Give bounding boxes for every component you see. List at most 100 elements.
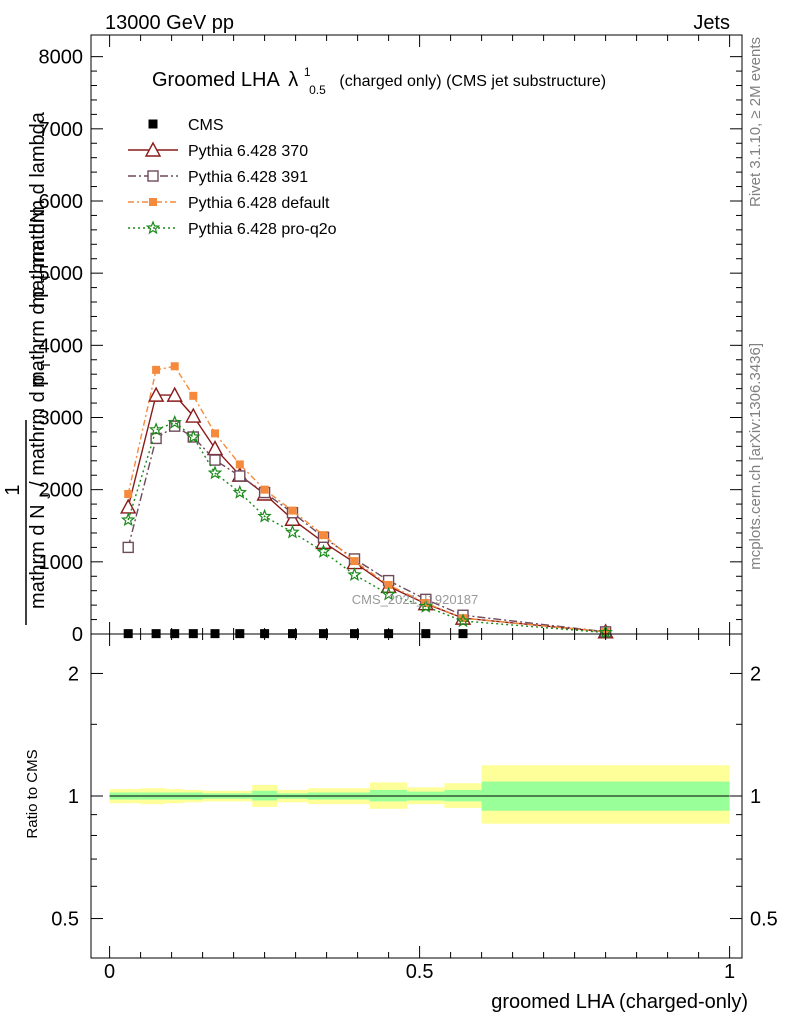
ylabel-bottom2: / mathrm d p [27,375,49,487]
mcdefault-point [350,557,359,566]
mc391-point [122,541,134,554]
title-sup: 1 [304,65,311,79]
plot-title: Groomed LHA λ 1 0.5 (charged only) (CMS … [152,59,606,99]
mcq2o-point [145,220,161,235]
legend: CMS Pythia 6.428 370 Pythia 6.428 391 Pythi… [128,117,337,238]
mcq2o-point [381,586,396,601]
series-pythia-6-428-pro-q2o [120,414,613,639]
mcq2o-point [257,508,272,523]
x-tick-label: 0.5 [406,961,434,983]
mcdefault-point [170,362,179,371]
mc391-point [209,454,221,466]
watermark: CMS_2021_I1920187 [352,592,479,607]
mc391-point [147,170,159,182]
legend-label: Pythia 6.428 391 [188,169,308,186]
x-tick-label: 1 [724,961,735,983]
ratio-y-tick-label-right: 2 [750,663,761,685]
ratio-x-axis: 0 0.5 1 [104,634,735,983]
ratio-y-tick-label: 2 [68,663,79,685]
legend-label: Pythia 6.428 default [188,195,330,212]
rivet-label: Rivet 3.1.10, ≥ 2M events [747,37,764,207]
mcq2o-point [285,524,300,539]
main-plot-layer [120,362,614,639]
mcq2o-point [316,544,331,558]
mcq2o-point [347,567,362,582]
header-left: 13000 GeV pp [105,12,234,34]
y-tick-label: 7000 [39,119,84,141]
mcq2o-point [167,414,182,429]
ylabel-mid2: mathrm d lambda [27,111,49,267]
legend-label: Pythia 6.428 370 [188,143,308,160]
y-tick-label: 1000 [39,552,84,574]
x-axis-label: groomed LHA (charged-only) [491,991,748,1013]
ylabel-bottom2-sub: T [38,361,53,369]
ylabel-bottom-sub: J [38,492,53,499]
title-main: Groomed LHA [152,69,280,91]
legend-label: Pythia 6.428 pro-q2o [188,221,337,238]
ylabel-bottom: mathrm d N J / mathrm d p T [27,361,55,609]
cms-data-point [148,119,158,129]
mc370-point [166,386,183,402]
ratio-y-tick-label: 0.5 [51,909,79,931]
y-tick-label: 4000 [39,335,84,357]
mcq2o-point [148,422,164,436]
y-tick-label: 6000 [39,191,84,213]
series-line [127,425,606,633]
ylabel-bottom-text: mathrm d N [27,504,49,608]
mcq2o-point [418,598,434,613]
y-tick-label: 2000 [39,480,84,502]
mcdefault-point [189,391,198,400]
title-lambda: λ [288,69,298,91]
mcdefault-point [152,365,161,374]
mcq2o-point [455,613,471,628]
ylabel-mid-text: mathrm d p [27,287,49,388]
mcq2o-point [232,484,248,499]
header-right: Jets [693,12,730,34]
mcdefault-point [211,429,219,438]
mcdefault-point [319,531,328,540]
ratio-plot-layer [109,765,730,824]
mcdefault-point [260,485,269,494]
mcq2o-point [207,465,223,480]
mcdefault-point [124,489,133,498]
main-x-axis-ticks [109,35,731,634]
main-panel: 0 1000 2000 3000 4000 5000 6000 7000 8000 CMS_20… [39,34,743,646]
mc370-point [185,407,202,423]
mcdefault-point [459,614,467,623]
ylabel-mid-sub: T [38,273,53,281]
mc391-point [234,470,246,482]
mc370-point [144,141,162,157]
mc370-point [206,440,224,456]
ratio-y-tick-label-right: 0.5 [750,909,778,931]
mcplots-label: mcplots.cern.ch [arXiv:1306.3436] [747,343,764,570]
mcdefault-point [235,460,244,469]
ratio-y-tick-label: 1 [68,786,79,808]
y-tick-label: 5000 [39,263,84,285]
title-rest: (charged only) (CMS jet substructure) [339,73,606,90]
mcdefault-point [149,198,157,206]
series-line [127,365,606,633]
ylabel-top: mathrm dN [27,209,49,308]
y-tick-label: 3000 [39,407,84,429]
mc370-point [147,386,165,402]
legend-label: CMS [188,117,224,134]
ratio-y-axis: 0.5 0.5 1 1 2 2 [51,663,778,930]
mc391-point [150,432,162,445]
mcdefault-point [288,506,297,515]
y-tick-label: 0 [72,624,83,646]
ratio-y-tick-label-right: 1 [750,786,761,808]
x-tick-label: 0 [104,961,115,983]
title-sub: 0.5 [309,83,326,97]
mc370-point [120,498,137,514]
ratio-panel: 0.5 0.51 12 2 0 0.5 1 Ratio to CMS groomed LH… [24,633,778,1013]
mcdefault-point [421,598,430,607]
ylabel-one: 1 [2,484,24,495]
ylabel-mid: mathrm d p T mathrm d lambda [27,111,55,388]
ratio-y-label: Ratio to CMS [24,749,41,838]
main-y-axis: 0 1000 2000 3000 4000 5000 6000 7000 8000 [39,47,742,646]
main-y-axis-label: mathrm dN mathrm d p T mathrm d lambda 1… [2,111,55,625]
mcdefault-point [384,580,393,589]
y-tick-label: 8000 [39,47,84,69]
mcq2o-point [120,512,136,527]
